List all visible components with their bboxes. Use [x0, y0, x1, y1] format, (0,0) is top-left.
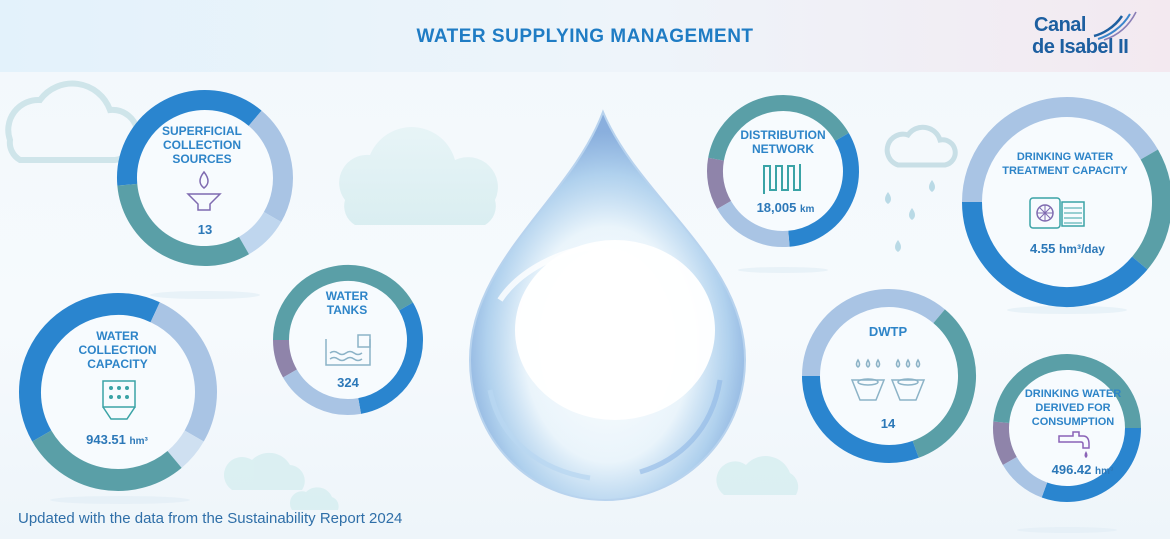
water-drop-icon	[468, 109, 747, 502]
superficial-ring-center	[137, 110, 273, 246]
treatment-label: DRINKING WATER TREATMENT CAPACITY	[995, 150, 1135, 178]
superficial-value: 13	[197, 222, 213, 237]
distribution-ring-segment-1	[708, 95, 849, 161]
collection-label-line2: COLLECTION	[78, 343, 157, 357]
collection-ring-segment-1	[150, 302, 217, 442]
superficial-label-line2: COLLECTION	[163, 138, 241, 152]
consumption-label-line3: CONSUMPTION	[1031, 416, 1115, 428]
collection-label-line1: WATER	[96, 329, 139, 343]
treatment-label-line2: TREATMENT CAPACITY	[1002, 165, 1128, 177]
treatment-unit: hm³/day	[1058, 242, 1105, 256]
tanks-ring-segment-0	[273, 339, 298, 378]
consumption-label: DRINKING WATER DERIVED FOR CONSUMPTION	[1018, 387, 1128, 429]
distribution-value: 18,005 km	[738, 200, 833, 215]
consumption-ring	[993, 354, 1141, 502]
consumption-ring-segment-0	[993, 421, 1017, 465]
collection-capacity-value: 943.51 hm³	[62, 432, 172, 447]
footer-note: Updated with the data from the Sustainab…	[18, 510, 403, 527]
consumption-label-line2: DERIVED FOR	[1035, 402, 1111, 414]
consumption-label-line1: DRINKING WATER	[1024, 388, 1122, 400]
dwtp-label: DWTP	[868, 324, 908, 339]
logo-line-1: Canal	[1034, 14, 1086, 36]
dwtp-ring	[802, 289, 976, 463]
collection-ring-center	[41, 315, 195, 469]
treatment-number: 4.55	[1030, 241, 1056, 256]
treatment-label-line1: DRINKING WATER	[1016, 151, 1114, 163]
tanks-label-line2: TANKS	[326, 303, 368, 317]
superficial-ring-segment-1	[248, 110, 293, 222]
superficial-ring-segment-3	[117, 183, 249, 266]
tanks-ring-segment-3	[283, 369, 362, 415]
water-tank-icon	[325, 334, 371, 366]
page-title: WATER SUPPLYING MANAGEMENT	[416, 26, 754, 47]
collection-capacity-unit: hm³	[129, 436, 148, 447]
consumption-ring-segment-2	[1041, 427, 1141, 502]
consumption-ring-segment-1	[993, 354, 1141, 429]
dwtp-ring-segment-2	[802, 375, 919, 463]
consumption-value: 496.42 hm³	[1040, 462, 1125, 477]
tanks-ring-segment-1	[273, 265, 413, 341]
superficial-label-line3: SOURCES	[172, 152, 232, 166]
distribution-number: 18,005	[756, 200, 797, 215]
consumption-unit: hm³	[1095, 466, 1114, 477]
tanks-label: WATER TANKS	[307, 289, 387, 317]
treatment-ring-segment-1	[1131, 149, 1170, 270]
cloud-icon	[5, 80, 141, 163]
dwtp-value: 14	[880, 416, 896, 431]
collection-ring-segment-0	[19, 293, 160, 442]
treatment-plant-icon	[1029, 197, 1085, 229]
superficial-ring-segment-0	[117, 90, 262, 186]
consumption-ring-center	[1009, 370, 1125, 486]
pipe-network-icon	[763, 164, 801, 194]
distribution-label-line2: NETWORK	[752, 142, 814, 156]
reservoir-icon	[102, 380, 136, 420]
superficial-ring-segment-2	[238, 211, 282, 255]
cloud-icon	[223, 452, 799, 510]
logo-line-2: de Isabel II	[1032, 36, 1129, 58]
tanks-ring-segment-2	[357, 302, 423, 414]
collection-ring	[19, 293, 217, 491]
distribution-label: DISTRIBUTION NETWORK	[729, 128, 837, 156]
distribution-ring-segment-0	[707, 157, 732, 209]
logo-swirl-icon	[1093, 11, 1137, 41]
cloud-icon	[339, 127, 498, 225]
distribution-ring-segment-3	[717, 200, 790, 247]
collection-label-line3: CAPACITY	[87, 357, 148, 371]
tanks-value: 324	[337, 375, 359, 390]
raindrops-icon	[885, 180, 935, 252]
treatment-ring-segment-2	[962, 201, 1148, 307]
consumption-ring-segment-3	[1002, 456, 1048, 498]
brand-logo: Canal de Isabel II	[1032, 6, 1142, 66]
distribution-unit: km	[799, 204, 815, 215]
tap-icon	[1058, 431, 1090, 458]
drop-funnel-icon	[186, 170, 222, 211]
superficial-label: SUPERFICIAL COLLECTION SOURCES	[146, 124, 258, 166]
collection-ring-segment-2	[167, 430, 204, 468]
dwtp-ring-center	[820, 307, 958, 445]
collection-capacity-number: 943.51	[86, 432, 126, 447]
dwtp-ring-segment-0	[802, 289, 945, 377]
collection-capacity-label: WATER COLLECTION CAPACITY	[60, 329, 175, 371]
dwtp-ring-segment-1	[912, 309, 976, 458]
treatment-value: 4.55 hm³/day	[1005, 241, 1130, 256]
superficial-ring	[117, 90, 293, 266]
tanks-ring	[273, 265, 423, 415]
distribution-ring-segment-2	[787, 133, 859, 247]
cloud-icon	[884, 124, 958, 168]
superficial-label-line1: SUPERFICIAL	[161, 124, 242, 138]
tanks-ring-center	[289, 281, 407, 399]
header-bar	[0, 0, 1170, 72]
collection-ring-segment-3	[32, 430, 182, 491]
treatment-ring-segment-0	[962, 97, 1158, 203]
basins-icon	[850, 358, 926, 401]
tanks-label-line1: WATER	[325, 289, 369, 303]
consumption-number: 496.42	[1051, 462, 1092, 477]
distribution-label-line1: DISTRIBUTION	[740, 128, 826, 142]
